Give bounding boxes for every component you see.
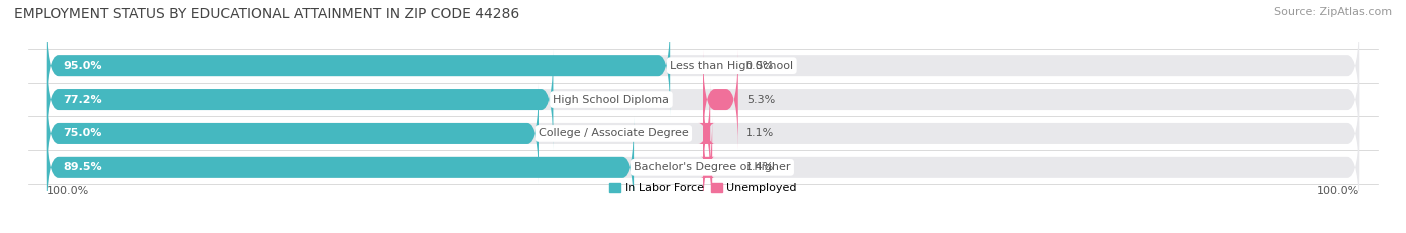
Text: Less than High School: Less than High School xyxy=(671,61,793,71)
Text: 5.3%: 5.3% xyxy=(748,95,776,105)
FancyBboxPatch shape xyxy=(46,15,1360,116)
Text: 75.0%: 75.0% xyxy=(63,128,101,138)
Text: 100.0%: 100.0% xyxy=(46,186,89,196)
Text: 100.0%: 100.0% xyxy=(1317,186,1360,196)
FancyBboxPatch shape xyxy=(46,15,671,116)
Text: 89.5%: 89.5% xyxy=(63,162,101,172)
FancyBboxPatch shape xyxy=(700,117,714,218)
Legend: In Labor Force, Unemployed: In Labor Force, Unemployed xyxy=(605,178,801,197)
Text: EMPLOYMENT STATUS BY EDUCATIONAL ATTAINMENT IN ZIP CODE 44286: EMPLOYMENT STATUS BY EDUCATIONAL ATTAINM… xyxy=(14,7,519,21)
Text: High School Diploma: High School Diploma xyxy=(554,95,669,105)
FancyBboxPatch shape xyxy=(703,49,738,150)
FancyBboxPatch shape xyxy=(46,117,634,218)
Text: Source: ZipAtlas.com: Source: ZipAtlas.com xyxy=(1274,7,1392,17)
FancyBboxPatch shape xyxy=(46,49,1360,150)
Text: 1.4%: 1.4% xyxy=(745,162,775,172)
FancyBboxPatch shape xyxy=(699,83,714,184)
FancyBboxPatch shape xyxy=(46,83,538,184)
Text: Bachelor's Degree or higher: Bachelor's Degree or higher xyxy=(634,162,790,172)
Text: 77.2%: 77.2% xyxy=(63,95,101,105)
Text: 1.1%: 1.1% xyxy=(745,128,773,138)
Text: 0.0%: 0.0% xyxy=(745,61,773,71)
Text: 95.0%: 95.0% xyxy=(63,61,101,71)
FancyBboxPatch shape xyxy=(46,117,1360,218)
FancyBboxPatch shape xyxy=(46,49,554,150)
Text: College / Associate Degree: College / Associate Degree xyxy=(538,128,689,138)
FancyBboxPatch shape xyxy=(46,83,1360,184)
